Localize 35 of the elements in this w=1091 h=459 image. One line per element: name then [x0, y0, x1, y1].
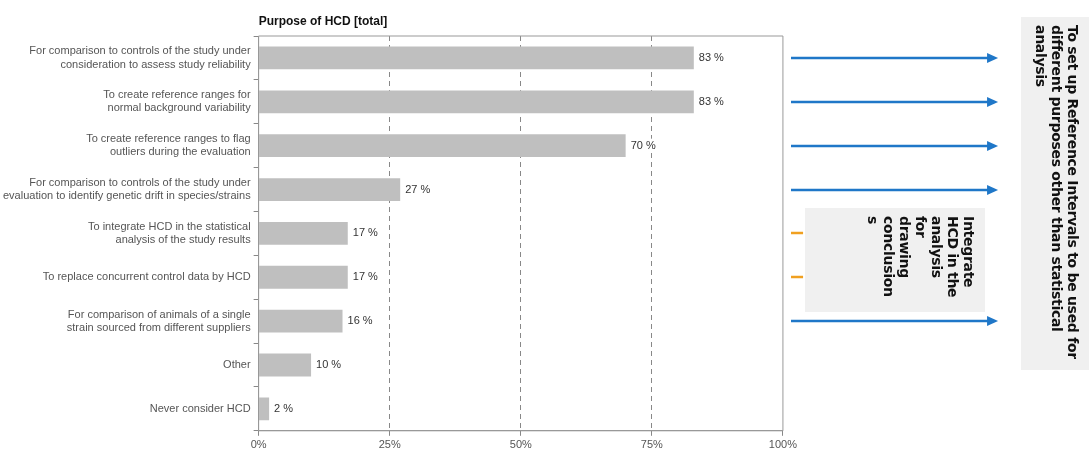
bar [259, 309, 343, 333]
data-label: 27 % [405, 182, 431, 195]
data-label: 10 % [316, 358, 342, 371]
bar [259, 353, 312, 377]
data-label: 16 % [347, 314, 373, 327]
y-tick-label: For comparison to controls of the study under evaluation to identify genetic drift in species/strains [2, 175, 252, 202]
y-tick-label: To create reference ranges to flag outliers during the evaluation [86, 132, 251, 158]
bar [259, 222, 348, 245]
y-tick-label: To create reference ranges for normal background variability [103, 88, 252, 114]
bar [259, 178, 401, 201]
x-tick-label: 100% [768, 438, 798, 451]
x-tick-label: 50% [509, 438, 532, 451]
data-label: 83 % [698, 50, 725, 63]
y-tick-label: To replace concurrent control data by HCD [42, 270, 251, 283]
chart-title: Purpose of HCD [total] [258, 14, 388, 29]
bar [259, 134, 626, 158]
data-label: 70 % [630, 138, 656, 151]
data-label: 83 % [698, 94, 725, 107]
x-tick-label: 25% [378, 438, 401, 451]
text: To set up Reference Intervals to be used for different purposes other than statistical analysis [1033, 25, 1081, 361]
y-tick-label: Other [223, 358, 251, 371]
text: Integrate HCD in the analysis for drawing conclusions [865, 216, 977, 300]
y-tick-label: Never consider HCD [149, 401, 251, 414]
bar [259, 397, 270, 421]
bar [259, 90, 694, 114]
y-tick-label: To integrate HCD in the statistical analysis of the study results [87, 219, 252, 246]
data-label: 2 % [274, 401, 294, 414]
x-tick-label: 75% [640, 438, 664, 451]
x-tick-label: 0% [250, 438, 267, 451]
data-label: 17 % [352, 270, 379, 283]
y-tick-label: For comparison to controls of the study under consideration to assess study reliability [29, 44, 252, 70]
data-label: 17 % [352, 226, 379, 239]
bar [259, 265, 348, 289]
bar [259, 46, 694, 70]
y-tick-label: For comparison of animals of a single strain sourced from different suppliers [66, 307, 252, 333]
